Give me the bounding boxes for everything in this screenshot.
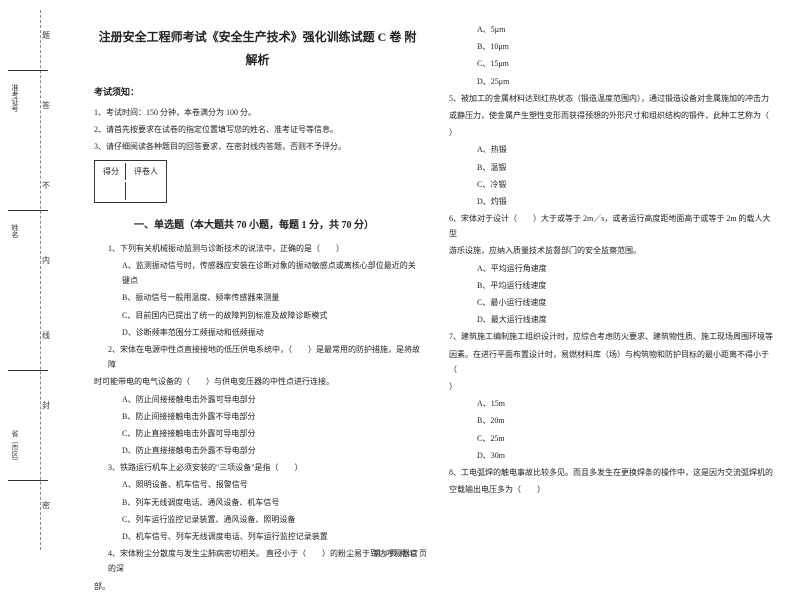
score-cell-2 <box>128 182 164 199</box>
q7: 7、建筑施工编制施工组织设计时，应综合考虑防火要求、建筑物性质、施工现场周围环境… <box>449 329 776 344</box>
score-cell-1 <box>97 182 126 199</box>
q6-c: C、最小运行线速度 <box>449 295 776 310</box>
q6-d: D、最大运行线速度 <box>449 312 776 327</box>
score-header-1: 得分 <box>97 163 126 180</box>
q6-a: A、平均运行角速度 <box>449 261 776 276</box>
margin-rule-3 <box>8 370 48 371</box>
score-table: 得分 评卷人 <box>94 160 167 202</box>
q3-c: C、列车运行监控记录装置、通风设备、照明设备 <box>94 512 421 527</box>
q7-d: D、30m <box>449 448 776 463</box>
q4-d: D、25μm <box>449 74 776 89</box>
q5-cont2: ） <box>449 125 776 140</box>
margin-rule-1 <box>8 70 48 71</box>
margin-province-label: 省（市区） <box>10 430 20 465</box>
q7-a: A、15m <box>449 396 776 411</box>
q8-cont: 空载输出电压多为（ ） <box>449 482 776 497</box>
q2-cont: 时可能带电的电气设备的（ ）与供电变压器的中性点进行连接。 <box>94 374 421 389</box>
q7-c: C、25m <box>449 431 776 446</box>
q7-b: B、20m <box>449 413 776 428</box>
q5-b: B、温锻 <box>449 160 776 175</box>
dashed-cut-line <box>40 10 41 550</box>
q3-a: A、照明设备、机车信号、报警信号 <box>94 477 421 492</box>
margin-char-inside: 内 <box>42 255 50 266</box>
q2-b: B、防止间接接触电击外露不导电部分 <box>94 409 421 424</box>
score-header-2: 评卷人 <box>128 163 164 180</box>
right-column: A、5μm B、10μm C、15μm D、25μm 5、被加工的金属材料达到红… <box>435 20 790 555</box>
exam-title: 注册安全工程师考试《安全生产技术》强化训练试题 C 卷 附解析 <box>94 26 421 72</box>
exam-page: 题 准考证号 答 不 姓名 内 线 封 省（市区） 密 注册安全工程师考试《安全… <box>0 0 800 565</box>
q1-c: C、目前国内已提出了统一的故障判别标准及故障诊断模式 <box>94 308 421 323</box>
q6-b: B、平均运行线速度 <box>449 278 776 293</box>
q2-a: A、防止间接接触电击外露可导电部分 <box>94 392 421 407</box>
margin-char-seal: 封 <box>42 400 50 411</box>
q7-cont2: ） <box>449 379 776 394</box>
q2-c: C、防止直接接触电击外露可导电部分 <box>94 426 421 441</box>
margin-rule-2 <box>8 210 48 211</box>
q6: 6、宋体对于设计（ ）大于或等于 2m／s，或者运行高度距地面高于或等于 2m … <box>449 211 776 241</box>
q3: 3、铁路运行机车上必须安装的"三项设备"是指（ ） <box>94 460 421 475</box>
margin-char-secret: 密 <box>42 500 50 511</box>
content-area: 注册安全工程师考试《安全生产技术》强化训练试题 C 卷 附解析 考试须知： 1、… <box>70 0 800 565</box>
notice-3: 3、请仔细阅读各种题目的回答要求，在密封线内答题，否则不予评分。 <box>94 139 421 154</box>
margin-name-label: 姓名 <box>10 224 20 238</box>
q1-d: D、诊断频率范围分工频振动和低频振动 <box>94 325 421 340</box>
q5-d: D、灼锻 <box>449 194 776 209</box>
margin-char-no: 不 <box>42 180 50 191</box>
q3-b: B、列车无线调度电话、通风设备、机车信号 <box>94 495 421 510</box>
notice-1: 1、考试时间：150 分钟，本卷满分为 100 分。 <box>94 105 421 120</box>
margin-char-top: 题 <box>42 30 50 41</box>
margin-rule-4 <box>8 480 48 481</box>
q7-cont: 因素。在进行平面布置设计时，易燃材料库（场）与构筑物和防护目标的最小距离不得小于… <box>449 347 776 377</box>
margin-exam-id-label: 准考证号 <box>10 84 20 112</box>
page-footer: 第 1 页 共 12 页 <box>0 548 800 559</box>
q4-c: C、15μm <box>449 56 776 71</box>
margin-char-answer: 答 <box>42 100 50 111</box>
notice-2: 2、请首先按要求在试卷的指定位置填写您的姓名、准考证号等信息。 <box>94 122 421 137</box>
section-1-title: 一、单选题（本大题共 70 小题，每题 1 分，共 70 分） <box>134 216 421 235</box>
q4-b: B、10μm <box>449 39 776 54</box>
q5-a: A、热锻 <box>449 142 776 157</box>
q2-d: D、防止直接接触电击外露不导电部分 <box>94 443 421 458</box>
q8: 8、工电弧焊的触电事故比较多见。而且多发生在更换焊条的操作中，这是因为交流弧焊机… <box>449 465 776 480</box>
q2: 2、宋体在电源中性点直接接地的低压供电系统中，（ ）是最常用的防护措施，是将故障 <box>94 342 421 372</box>
left-column: 注册安全工程师考试《安全生产技术》强化训练试题 C 卷 附解析 考试须知： 1、… <box>80 20 435 555</box>
q4-cont: 部。 <box>94 579 421 594</box>
binding-margin: 题 准考证号 答 不 姓名 内 线 封 省（市区） 密 <box>0 0 70 565</box>
notice-heading: 考试须知： <box>94 84 421 101</box>
margin-char-line: 线 <box>42 330 50 341</box>
q1: 1、下列有关机械振动监测与诊断技术的说法中，正确的是（ ） <box>94 241 421 256</box>
q5-c: C、冷锻 <box>449 177 776 192</box>
q1-a: A、监测振动信号时，传感器应安装在诊断对象的振动敏感点或离核心部位最近的关键点 <box>94 258 421 288</box>
q4-a: A、5μm <box>449 22 776 37</box>
q3-d: D、机车信号、列车无线调度电话、列车运行监控记录装置 <box>94 529 421 544</box>
q5-cont: 或静压力，使金属产生塑性变形而获得预想的外形尺寸和组织结构的锻件，此种工艺称为（ <box>449 108 776 123</box>
q6-cont: 游乐设施，应纳入质量技术监督部门的安全监察范围。 <box>449 243 776 258</box>
q1-b: B、振动信号一般用温度、频率传感器来测量 <box>94 290 421 305</box>
q5: 5、被加工的金属材料达到红热状态（锻造温度范围内），通过锻造设备对金属施加的冲击… <box>449 91 776 106</box>
